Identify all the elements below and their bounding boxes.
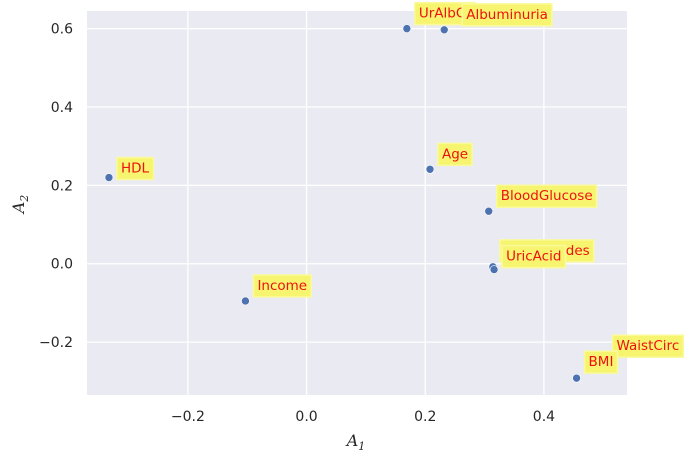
x-axis-ticks: −0.2 0.0 0.2 0.4	[171, 409, 555, 425]
annotation-box	[461, 3, 553, 27]
data-point	[425, 165, 435, 174]
annotation-label: Age	[442, 146, 468, 162]
x-tick-label: 0.2	[414, 409, 436, 425]
point-annotations: UrAlbCrAlbuminuriaHDLAgeBloodGlucoseTrig…	[116, 1, 685, 374]
x-tick-label: 0.0	[295, 409, 317, 425]
annotation-box	[252, 274, 312, 298]
annotation: BloodGlucose	[495, 184, 598, 208]
y-tick-label: 0.4	[51, 100, 73, 116]
x-tick-label: 0.4	[533, 409, 555, 425]
data-point	[104, 173, 114, 182]
annotation-box	[116, 156, 155, 181]
annotation-label: WaistCirc	[617, 338, 680, 354]
annotation-label: BMI	[589, 354, 614, 370]
annotation: UricAcid	[501, 244, 567, 269]
y-axis-ticks: −0.2 0.0 0.2 0.4 0.6	[39, 22, 73, 351]
data-point	[484, 206, 494, 216]
data-points	[104, 24, 581, 383]
data-point	[489, 265, 499, 274]
annotation-box	[583, 350, 619, 374]
y-tick-label: −0.2	[39, 335, 73, 351]
x-tick-label: −0.2	[171, 409, 205, 425]
data-point	[439, 25, 449, 35]
annotation: UrAlbCr	[414, 1, 477, 26]
annotation-label: HDL	[121, 161, 150, 177]
x-axis-label: A1	[345, 431, 366, 453]
annotation: Age	[437, 142, 473, 167]
annotation-label: UrAlbCr	[419, 6, 471, 22]
annotation-label: BloodGlucose	[501, 188, 593, 204]
data-point	[241, 296, 250, 306]
data-point	[572, 373, 581, 383]
annotation-label: Income	[257, 278, 307, 294]
y-tick-label: 0.6	[51, 22, 73, 38]
y-tick-label: 0.2	[51, 178, 73, 194]
annotation: Income	[252, 274, 312, 298]
annotation-box	[495, 184, 598, 208]
annotation: Albuminuria	[461, 3, 553, 27]
y-tick-label: 0.0	[51, 257, 73, 273]
annotation-box	[611, 334, 685, 358]
data-point	[402, 24, 412, 33]
annotation: HDL	[116, 156, 155, 181]
annotation-label: UricAcid	[506, 249, 561, 265]
annotation: WaistCirc	[611, 334, 685, 358]
y-axis-label: A2	[9, 195, 31, 216]
annotation: BMI	[583, 350, 619, 374]
annotation-label: Albuminuria	[466, 7, 548, 23]
annotation-box	[437, 142, 473, 167]
annotation-box	[501, 244, 567, 269]
